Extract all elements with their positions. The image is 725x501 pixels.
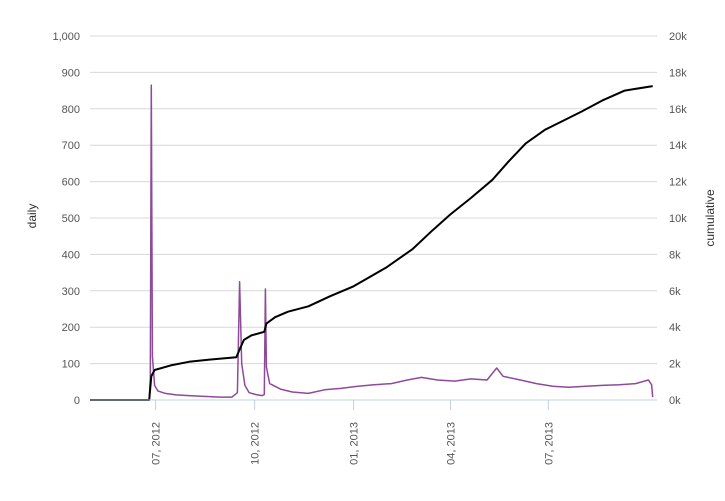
left-axis-tick-label: 300 bbox=[62, 286, 80, 298]
right-axis-title: cumulative bbox=[703, 189, 717, 247]
series-lines bbox=[90, 84, 654, 401]
left-axis-tick-label: 0 bbox=[74, 395, 80, 407]
right-axis-tick-label: 12k bbox=[669, 177, 687, 189]
x-axis-tick-label: 01, 2013 bbox=[349, 422, 361, 465]
left-axis-tick-label: 1,000 bbox=[52, 31, 80, 43]
right-axis-tick-label: 10k bbox=[669, 213, 687, 225]
right-axis-tick-label: 18k bbox=[669, 67, 687, 79]
right-axis-tick-label: 6k bbox=[669, 286, 681, 298]
x-axis-tick-label: 04, 2013 bbox=[445, 422, 457, 465]
left-axis-tick-label: 500 bbox=[62, 213, 80, 225]
right-axis-tick-label: 20k bbox=[669, 31, 687, 43]
x-axis-tick-label: 07, 2012 bbox=[151, 422, 163, 465]
right-axis-tick-labels: 0k 2k 4k 6k 8k 10k 12k 14k 16k 18k 20k bbox=[669, 31, 687, 407]
left-axis-tick-label: 100 bbox=[62, 359, 80, 371]
left-axis-tick-label: 900 bbox=[62, 67, 80, 79]
daily-series-line bbox=[90, 84, 654, 401]
left-axis-tick-label: 400 bbox=[62, 249, 80, 261]
left-axis-tick-label: 700 bbox=[62, 140, 80, 152]
left-axis-tick-label: 600 bbox=[62, 177, 80, 189]
left-axis-tick-label: 200 bbox=[62, 322, 80, 334]
right-axis-tick-label: 0k bbox=[669, 395, 681, 407]
right-axis-tick-label: 14k bbox=[669, 140, 687, 152]
x-axis-tick-label: 07, 2013 bbox=[543, 422, 555, 465]
x-axis-tick-label: 10, 2012 bbox=[250, 422, 262, 465]
right-axis-tick-label: 8k bbox=[669, 249, 681, 261]
gridlines bbox=[90, 35, 657, 365]
left-axis-tick-labels: 0 100 200 300 400 500 600 700 800 900 1,000 bbox=[52, 31, 80, 407]
right-axis-tick-label: 16k bbox=[669, 104, 687, 116]
right-axis-tick-label: 4k bbox=[669, 322, 681, 334]
right-axis-tick-label: 2k bbox=[669, 359, 681, 371]
left-axis-tick-label: 800 bbox=[62, 104, 80, 116]
left-axis-title: daily bbox=[25, 204, 39, 229]
x-axis-tick-labels: 07, 2012 10, 2012 01, 2013 04, 2013 07, 2013 bbox=[151, 400, 555, 465]
cumulative-series-line bbox=[90, 85, 653, 401]
